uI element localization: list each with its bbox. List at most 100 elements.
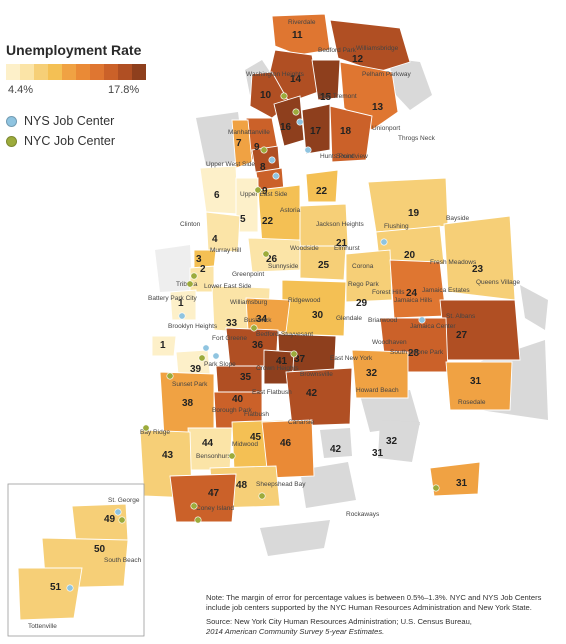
- district-num-51: 51: [50, 582, 62, 593]
- label-flushing: Flushing: [384, 223, 409, 230]
- district-1b: [151, 335, 177, 357]
- district-num-50: 50: [94, 544, 106, 555]
- district-num-28: 28: [408, 348, 420, 359]
- district-51: [17, 567, 83, 621]
- label-east-flatbush: East Flatbush: [252, 389, 292, 396]
- note-text: Note: The margin of error for percentage…: [206, 593, 560, 637]
- district-num-3: 3: [196, 254, 202, 265]
- label-elmhurst: Elmhurst: [334, 245, 360, 252]
- district-num-9: 9: [254, 142, 260, 153]
- district-num-45: 45: [250, 432, 262, 443]
- label-south-ozone-park: South Ozone Park: [390, 349, 444, 356]
- scale-swatch-4: [62, 64, 76, 80]
- legend-nys-label: NYS Job Center: [24, 114, 115, 128]
- label-rockaways: Rockaways: [346, 511, 380, 518]
- district-34: [245, 297, 291, 333]
- nyc-job-center-icon: [194, 516, 202, 524]
- district-num-31b: 31: [456, 478, 468, 489]
- scale-swatch-5: [76, 64, 90, 80]
- label-corona: Corona: [352, 263, 374, 270]
- nys-job-center-icon: [202, 344, 210, 352]
- scale-swatch-8: [118, 64, 132, 80]
- label-flatbush: Flatbush: [244, 411, 269, 418]
- label-williamsburg: Williamsburg: [230, 299, 268, 306]
- label-jackson-heights: Jackson Heights: [316, 221, 364, 228]
- district-num-39: 39: [190, 364, 202, 375]
- label-bay-ridge: Bay Ridge: [140, 429, 170, 436]
- nys-job-center-marker-icon: [6, 115, 17, 127]
- label-sunset-park: Sunset Park: [172, 381, 208, 388]
- label-forest-hills: Forest Hills: [372, 289, 405, 296]
- district-44: [187, 427, 233, 471]
- nyc-job-center-icon: [258, 492, 266, 500]
- label-unionport: Unionport: [372, 125, 400, 132]
- nys-job-center-icon: [296, 118, 304, 126]
- district-11: [271, 13, 331, 56]
- scale-swatch-6: [90, 64, 104, 80]
- district-num-23: 23: [472, 264, 484, 275]
- nyc-job-center-icon: [166, 372, 174, 380]
- district-num-5: 5: [240, 214, 246, 225]
- nys-job-center-icon: [272, 172, 280, 180]
- district-num-12: 12: [352, 54, 364, 65]
- district-num-49: 49: [104, 514, 116, 525]
- label-woodside: Woodside: [290, 245, 319, 252]
- label-upper-east-side: Upper East Side: [240, 191, 288, 198]
- label-fresh-meadows: Fresh Meadows: [430, 259, 477, 266]
- district-num-7: 7: [236, 138, 242, 149]
- label-riverdale: Riverdale: [288, 19, 316, 26]
- label-astoria: Astoria: [280, 207, 301, 214]
- scale-swatch-3: [48, 64, 62, 80]
- nyc-job-center-icon: [250, 324, 258, 332]
- scale-swatch-1: [20, 64, 34, 80]
- nyc-job-center-icon: [186, 280, 194, 288]
- scale-max-label: 17.8%: [108, 84, 140, 96]
- nys-job-center-icon: [212, 352, 220, 360]
- district-15: [311, 59, 341, 101]
- district-num-15: 15: [320, 92, 332, 103]
- legend-nys-job-center: NYS Job Center: [6, 114, 114, 128]
- district-num-32b: 32: [386, 436, 398, 447]
- nys-job-center-icon: [304, 146, 312, 154]
- nys-job-center-icon: [66, 584, 74, 592]
- nyc-job-center-icon: [432, 484, 440, 492]
- label-lower-east-side: Lower East Side: [204, 283, 252, 290]
- district-num-37: 37: [294, 354, 306, 365]
- district-num-42: 42: [306, 388, 318, 399]
- label-queens-village: Queens Village: [476, 279, 520, 286]
- nyc-job-center-icon: [292, 108, 300, 116]
- scale-swatch-7: [104, 64, 118, 80]
- scale-swatch-2: [34, 64, 48, 80]
- district-1: [169, 289, 197, 321]
- district-num-35: 35: [240, 372, 252, 383]
- district-31: [445, 361, 513, 411]
- district-num-31: 31: [470, 376, 482, 387]
- label-midwood: Midwood: [232, 441, 258, 448]
- district-num-22: 22: [262, 216, 274, 227]
- nyc-job-center-icon: [260, 146, 268, 154]
- district-22b: [305, 169, 339, 203]
- color-scale-bar: [6, 64, 146, 80]
- nyc-job-center-icon: [142, 424, 150, 432]
- district-12: [329, 19, 411, 73]
- label-jamaica-estates: Jamaica Estates: [422, 287, 470, 294]
- label-east-tremont: East Tremont: [318, 93, 357, 100]
- label-canarsie: Canarsie: [288, 419, 314, 426]
- nyc-job-center-icon: [228, 452, 236, 460]
- district-num-18: 18: [340, 126, 352, 137]
- label-coney-island: Coney Island: [196, 505, 234, 512]
- label-park-slope: Park Slope: [204, 361, 236, 368]
- label-hunts-point: Hunts Point: [320, 153, 354, 160]
- nys-job-center-icon: [418, 316, 426, 324]
- district-num-29: 29: [356, 298, 368, 309]
- label-pelham-parkway: Pelham Parkway: [362, 71, 412, 78]
- district-num-20: 20: [404, 250, 416, 261]
- district-30: [281, 279, 347, 337]
- source-italic: 2014 American Community Survey 5-year Es…: [206, 627, 385, 636]
- district-num-13: 13: [372, 102, 384, 113]
- district-num-47: 47: [208, 488, 220, 499]
- label-howard-beach: Howard Beach: [356, 387, 399, 394]
- district-num-31c: 31: [372, 448, 384, 459]
- nyc-job-center-icon: [262, 250, 270, 258]
